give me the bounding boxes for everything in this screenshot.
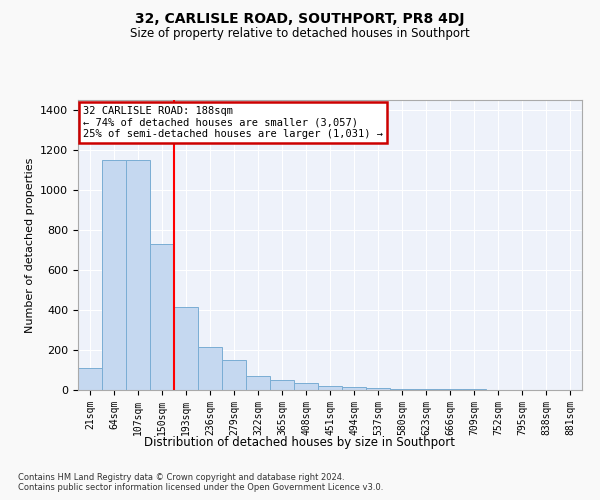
Bar [294,384,318,390]
Bar [126,160,150,390]
Bar [222,360,246,390]
Bar [366,388,390,390]
Bar [318,386,342,390]
Bar [390,389,414,390]
Bar [246,376,270,390]
Bar [102,160,126,390]
Text: Size of property relative to detached houses in Southport: Size of property relative to detached ho… [130,28,470,40]
Bar [198,347,222,390]
Bar [174,307,198,390]
Bar [78,368,102,390]
Text: 32, CARLISLE ROAD, SOUTHPORT, PR8 4DJ: 32, CARLISLE ROAD, SOUTHPORT, PR8 4DJ [135,12,465,26]
Bar [342,387,366,390]
Text: 32 CARLISLE ROAD: 188sqm
← 74% of detached houses are smaller (3,057)
25% of sem: 32 CARLISLE ROAD: 188sqm ← 74% of detach… [83,106,383,139]
Bar [270,380,294,390]
Text: Contains HM Land Registry data © Crown copyright and database right 2024.
Contai: Contains HM Land Registry data © Crown c… [18,472,383,492]
Bar [414,389,438,390]
Y-axis label: Number of detached properties: Number of detached properties [25,158,35,332]
Text: Distribution of detached houses by size in Southport: Distribution of detached houses by size … [145,436,455,449]
Bar [150,244,174,390]
